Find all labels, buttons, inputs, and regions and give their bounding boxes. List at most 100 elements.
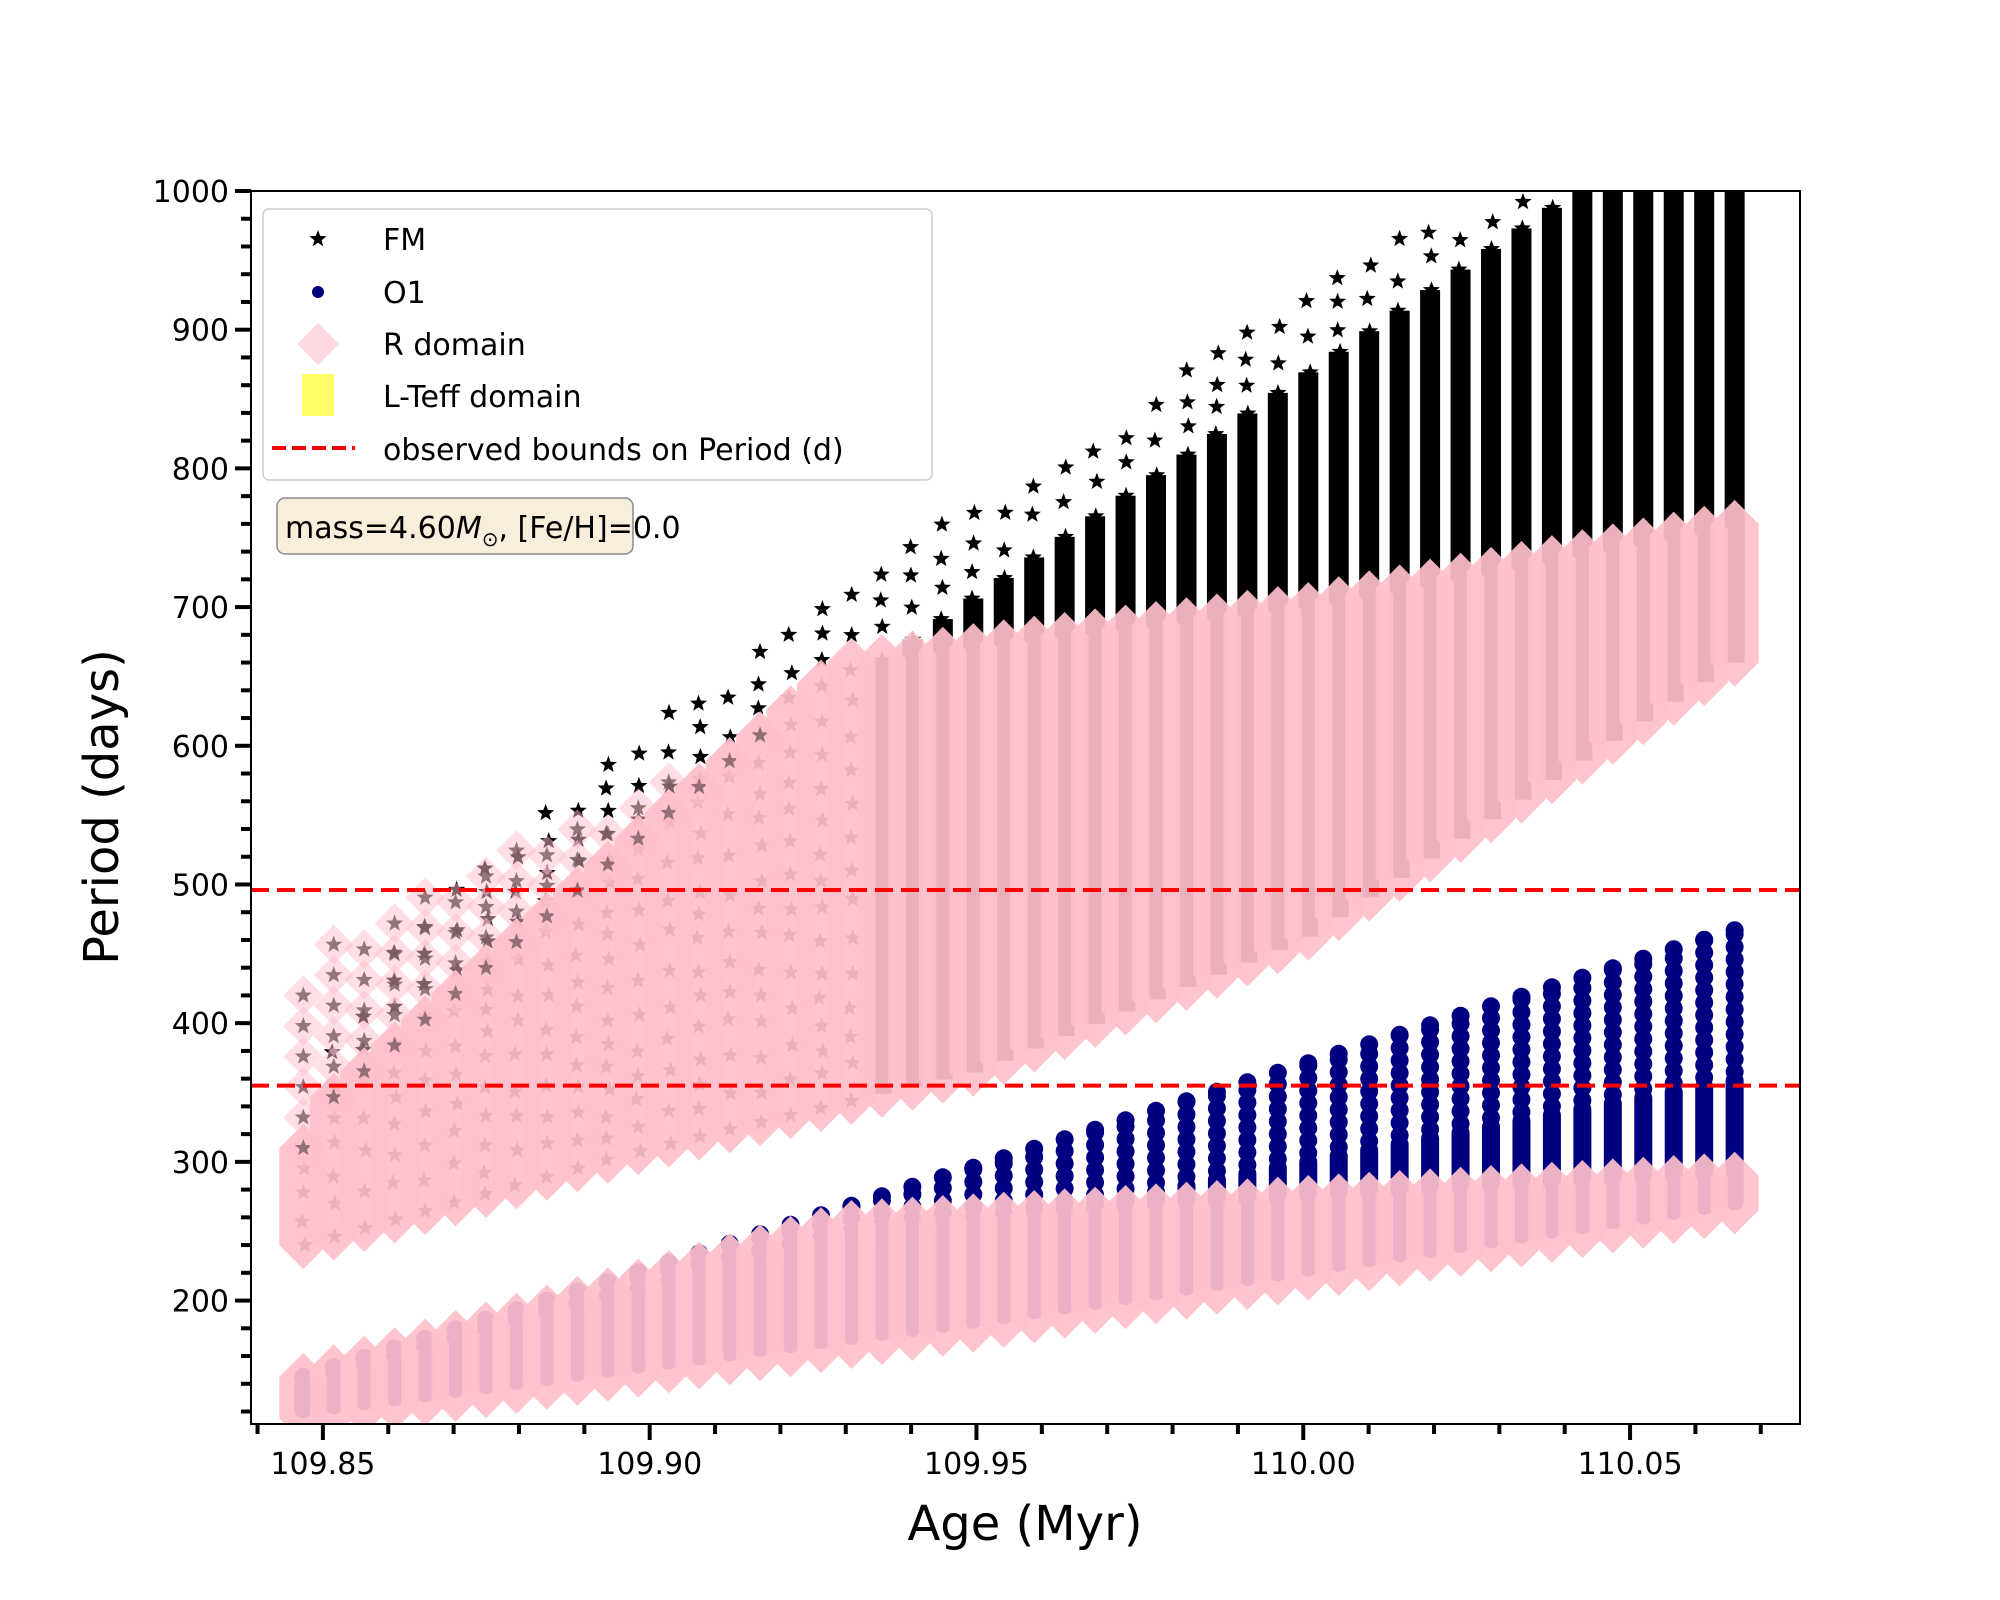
o1-point <box>1147 1123 1166 1142</box>
o1-point <box>1207 1161 1226 1180</box>
fm-point-in-domain <box>294 986 312 1003</box>
o1-point <box>1329 1100 1348 1119</box>
fm-point <box>1178 393 1196 410</box>
fm-point <box>1358 289 1376 307</box>
o1-point <box>1603 1035 1622 1054</box>
x-tick-label: 109.90 <box>597 1447 702 1482</box>
fm-point <box>1147 395 1165 413</box>
o1-point <box>1451 1052 1470 1071</box>
fm-point-in-domain <box>538 846 556 863</box>
fm-point <box>843 585 861 602</box>
fm-point <box>1544 198 1562 216</box>
o1-point <box>1695 1043 1714 1062</box>
fm-point <box>1422 281 1440 298</box>
fm-point <box>1514 192 1532 210</box>
fm-point-in-domain <box>507 902 525 919</box>
o1-point <box>1238 1093 1257 1112</box>
o1-point <box>1603 985 1622 1004</box>
plot-area <box>251 168 1800 1424</box>
fm-point <box>1055 493 1073 510</box>
fm-point <box>1209 344 1227 361</box>
o1-point <box>1695 956 1714 975</box>
o1-point <box>1147 1161 1166 1180</box>
fm-point <box>1603 168 1620 184</box>
o1-point <box>1725 1012 1744 1031</box>
o1-point <box>1147 1173 1166 1192</box>
o1-point <box>1603 973 1622 992</box>
legend-label: observed bounds on Period (d) <box>383 433 844 468</box>
o1-point <box>1664 1074 1683 1093</box>
fm-point-in-domain <box>599 855 617 872</box>
fm-point-in-domain <box>690 778 708 795</box>
fm-point <box>1361 322 1379 339</box>
o1-point <box>1177 1092 1196 1111</box>
y-tick-label: 200 <box>172 1285 229 1320</box>
o1-point <box>1695 1018 1714 1037</box>
mass-annotation: mass=4.60M⊙, [Fe/H]=0.0 <box>276 497 681 555</box>
o1-point <box>1360 1119 1379 1138</box>
fm-point <box>1208 397 1226 415</box>
fm-point-in-domain <box>294 1047 312 1064</box>
o1-point <box>1725 1025 1744 1044</box>
y-tick-label: 1000 <box>153 175 229 210</box>
observed-bounds <box>251 888 1800 1088</box>
fm-point <box>1117 429 1135 446</box>
o1-point <box>1482 1108 1501 1127</box>
o1-point <box>1573 991 1592 1010</box>
o1-point <box>1695 1055 1714 1074</box>
o1-point <box>1725 1037 1744 1056</box>
fm-point-in-domain <box>386 1036 404 1053</box>
fm-point <box>1088 472 1106 489</box>
o1-point <box>1451 1089 1470 1108</box>
o1-point <box>1238 1143 1257 1162</box>
fm-point <box>1451 231 1469 248</box>
o1-point <box>1086 1135 1105 1154</box>
o1-point <box>1542 997 1561 1016</box>
o1-point <box>1695 993 1714 1012</box>
o1-point <box>1329 1044 1348 1063</box>
o1-point <box>1329 1113 1348 1132</box>
fm-point <box>1484 213 1502 230</box>
o1-point <box>1299 1106 1318 1125</box>
fm-point <box>1331 342 1349 360</box>
o1-point <box>1238 1118 1257 1137</box>
o1-point <box>1177 1105 1196 1124</box>
fm-point <box>933 578 951 595</box>
o1-point <box>1390 1101 1409 1120</box>
fm-point-in-domain <box>599 825 617 842</box>
fm-point <box>1117 453 1135 470</box>
o1-point <box>1390 1063 1409 1082</box>
fm-point-in-domain <box>325 996 343 1013</box>
fm-point <box>1543 171 1560 187</box>
o1-point <box>1421 1058 1440 1077</box>
o1-point <box>1299 1131 1318 1150</box>
o1-point <box>1329 1088 1348 1107</box>
y-tick-label: 600 <box>172 730 229 765</box>
o1-point <box>1268 1149 1287 1168</box>
o1-point <box>1634 1042 1653 1061</box>
o1-point <box>1299 1069 1318 1088</box>
fm-point-in-domain <box>355 1031 373 1049</box>
o1-point <box>1451 1027 1470 1046</box>
o1-point <box>1451 1102 1470 1121</box>
o1-point <box>1542 1047 1561 1066</box>
o1-point <box>1086 1120 1105 1139</box>
o1-point <box>1603 1060 1622 1079</box>
o1-point <box>1512 1065 1531 1084</box>
o1-point <box>1542 978 1561 997</box>
o1-point <box>1542 1034 1561 1053</box>
fm-point <box>1024 477 1042 494</box>
fm-point-in-domain <box>416 980 434 997</box>
o1-point <box>1207 1099 1226 1118</box>
o1-point <box>1390 1088 1409 1107</box>
o1-point <box>1421 1095 1440 1114</box>
o1-point <box>1421 1107 1440 1126</box>
o1-point <box>1147 1101 1166 1120</box>
o1-point <box>1482 1033 1501 1052</box>
legend-frame <box>262 208 933 481</box>
o1-point <box>1695 968 1714 987</box>
fm-point-in-domain <box>660 803 678 821</box>
fm-point <box>1269 354 1287 371</box>
fm-point-in-domain <box>386 1006 404 1023</box>
